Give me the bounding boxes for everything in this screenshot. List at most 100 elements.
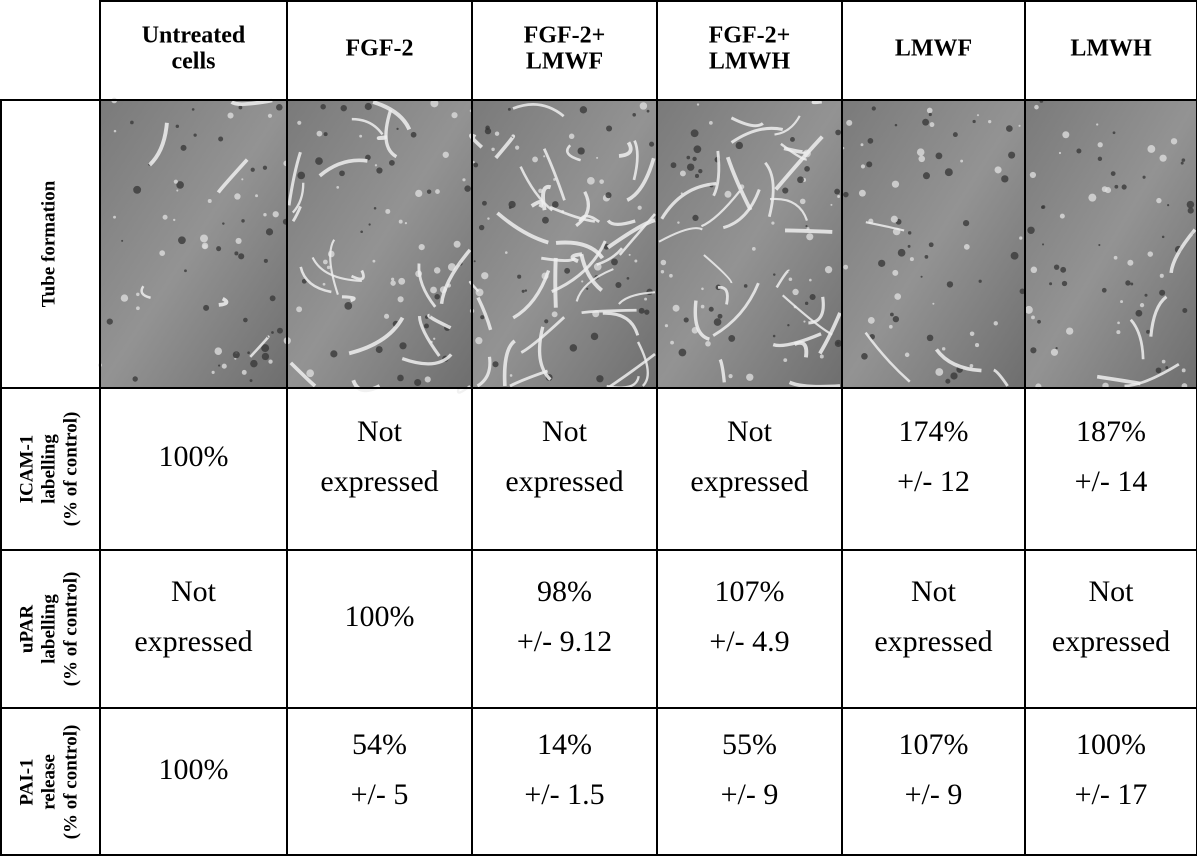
column-header: LMWH [1070,36,1152,62]
cell-dot [391,278,394,281]
cell-dot [1008,152,1015,159]
cell-dot [639,308,645,314]
cell-dot [942,347,945,350]
cell-dot [133,186,141,194]
cell-dot [890,313,894,317]
cell-dot [918,155,925,162]
cell-dot [360,230,363,233]
cell-dot [508,108,511,111]
cell-dot [159,250,165,256]
cell-dot [927,335,934,342]
cell-dot [1181,162,1184,165]
cell-dot [236,238,242,244]
cell-dot [1042,205,1046,209]
cell-dot [694,145,702,153]
cell-dot [995,166,1002,173]
cell-dot [684,317,689,322]
cell-dot [1156,198,1161,203]
row-label: (% of control) [60,412,81,527]
cell-value: expressed [505,465,623,498]
tube [785,230,832,232]
cell-dot [263,213,266,216]
cell-dot [1160,274,1164,278]
cell-dot [647,110,650,113]
cell-dot [861,353,868,360]
cell-dot [632,113,636,117]
cell-dot [443,152,449,158]
cell-dot [570,344,577,351]
cell-value: Not [727,415,773,448]
cell-dot [1055,347,1057,349]
cell-dot [606,125,612,131]
cell-dot [113,216,116,219]
cell-dot [728,374,732,378]
cell-dot [1167,204,1169,206]
cell-dot [945,168,953,176]
cell-dot [1030,172,1036,178]
cell-dot [517,275,521,279]
cell-dot [178,236,186,244]
cell-dot [434,267,441,274]
cell-dot [1182,368,1186,372]
cell-dot [615,282,621,288]
cell-value: 107% [899,728,969,761]
cell-value: +/- 12 [897,465,970,498]
cell-dot [522,290,525,293]
cell-dot [543,155,545,157]
cell-dot [1025,306,1033,314]
cell-dot [320,104,325,109]
cell-value: expressed [320,465,438,498]
cell-dot [1102,186,1108,192]
cell-dot [389,160,395,166]
cell-dot [580,106,587,113]
cell-dot [271,331,274,334]
cell-dot [324,132,328,136]
cell-dot [970,331,975,336]
cell-dot [709,307,714,312]
cell-dot [701,288,704,291]
cell-value: Not [1089,575,1135,608]
cell-dot [1059,152,1061,154]
cell-dot [208,199,212,203]
cell-dot [1011,252,1019,260]
cell-dot [805,225,807,227]
cell-dot [385,209,390,214]
cell-dot [665,324,668,327]
cell-value: 100% [159,753,229,786]
cell-dot [330,350,337,357]
cell-value: expressed [1052,625,1170,658]
cell-dot [1019,236,1022,239]
cell-dot [790,137,795,142]
cell-dot [771,222,774,225]
cell-dot [136,293,139,296]
cell-dot [173,219,175,221]
cell-dot [339,170,345,176]
cell-dot [114,130,117,133]
cell-value: expressed [874,625,992,658]
cell-dot [515,146,519,150]
cell-dot [270,295,276,301]
cell-dot [932,303,934,305]
cell-dot [405,222,407,224]
cell-dot [834,189,840,195]
cell-dot [930,122,935,127]
cell-dot [773,335,776,338]
cell-dot [797,176,804,183]
cell-dot [532,157,538,163]
cell-dot [398,296,404,302]
micrograph [1025,99,1197,389]
cell-dot [317,131,323,137]
cell-dot [264,259,268,263]
cell-dot [227,112,233,118]
cell-dot [889,325,893,329]
cell-value: 100% [1076,728,1146,761]
cell-value: Not [542,415,588,448]
cell-dot [1162,236,1165,239]
cell-dot [1162,360,1166,364]
cell-value: +/- 9.12 [517,625,612,658]
cell-dot [803,320,805,322]
cell-dot [692,157,696,161]
cell-dot [215,347,223,355]
cell-dot [782,187,788,193]
cell-dot [936,152,943,159]
